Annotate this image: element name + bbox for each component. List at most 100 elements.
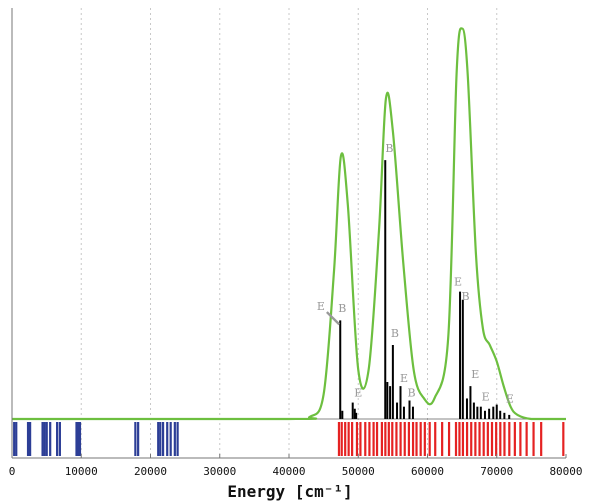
low-energy-transition-mark [75,422,78,456]
peak-label: B [391,327,399,340]
peak-label: E [471,368,479,381]
high-energy-transition-mark [403,422,406,456]
high-energy-transition-mark [513,422,516,456]
high-energy-transition-mark [344,422,347,456]
low-energy-transition-mark [173,422,176,456]
low-energy-transition-mark [159,422,162,456]
low-energy-transition-mark [41,422,44,456]
low-energy-transition-mark [49,422,52,456]
high-energy-transition-mark [395,422,398,456]
high-energy-transition-mark [340,422,343,456]
x-tick-label: 20000 [134,465,167,478]
high-energy-transition-mark [486,422,489,456]
high-energy-transition-mark [384,422,387,456]
high-energy-transition-mark [458,422,461,456]
high-energy-transition-mark [347,422,350,456]
high-energy-transition-mark [351,422,354,456]
high-energy-transition-mark [503,422,506,456]
peak-label: E [506,393,514,406]
low-energy-transition-mark [166,422,169,456]
grid-lines [80,8,498,458]
high-energy-transition-mark [419,422,422,456]
x-tick-label: 0 [9,465,16,478]
x-tick-label: 80000 [549,465,582,478]
high-energy-transition-mark [540,422,543,456]
high-energy-transition-mark [532,422,535,456]
high-energy-transition-mark [465,422,469,456]
low-energy-transition-mark [56,422,59,456]
high-energy-transition-mark [375,422,379,456]
high-energy-transition-mark [461,422,465,456]
high-energy-transition-mark [423,422,426,456]
low-energy-transition-mark [43,422,46,456]
high-energy-transition-mark [415,422,418,456]
high-energy-transition-mark [474,422,477,456]
low-energy-transition-mark [13,422,16,456]
low-energy-transition-mark [78,422,82,456]
high-energy-transition-mark [482,422,485,456]
x-tick-label: 30000 [203,465,236,478]
peak-label: B [385,142,393,155]
peak-label: B [462,290,470,303]
peak-label: E [482,391,490,404]
high-energy-transition-mark [399,422,402,456]
low-energy-transition-mark [157,422,160,456]
low-energy-transition-mark [58,422,61,456]
peak-label: E [317,300,325,313]
high-energy-transition-mark [495,422,498,456]
low-energy-transition-mark [26,422,30,456]
high-energy-transition-mark [355,422,359,456]
high-energy-transition-mark [441,422,444,456]
high-energy-transition-mark [454,422,458,456]
x-tick-label: 50000 [342,465,375,478]
high-energy-transition-mark [499,422,502,456]
high-energy-transition-mark [519,422,522,456]
high-energy-transition-mark [447,422,451,456]
low-energy-transition-mark [15,422,18,456]
x-tick-labels: 0 10000 20000 30000 40000 50000 60000 70000 8000… [9,465,583,478]
high-energy-transition-mark [391,422,394,456]
high-energy-transition-mark [359,422,362,456]
peak-label: E [400,372,408,385]
peak-label: B [408,386,416,399]
x-tick-label: 70000 [480,465,513,478]
low-energy-transition-mark [77,422,80,456]
envelope-curve [12,27,566,421]
low-energy-transition-mark [29,422,32,456]
x-axis-label: Energy [cm⁻¹] [227,482,352,501]
label-leader-line [326,311,341,326]
low-energy-transition-mark [169,422,172,456]
high-energy-transition-mark [387,422,390,456]
low-energy-transition-mark [134,422,137,456]
high-energy-transition-mark [434,422,437,456]
x-tick-label: 10000 [65,465,98,478]
high-energy-transition-mark [525,422,528,456]
high-energy-transition-mark [380,422,383,456]
high-energy-transition-mark [562,422,565,456]
peak-label: B [338,302,346,315]
low-energy-transition-mark [45,422,48,456]
high-energy-transition-mark [428,422,431,456]
peak-label: E [354,386,362,399]
high-energy-transition-mark [470,422,473,456]
x-tick-label: 60000 [411,465,444,478]
transition-rugs [13,422,565,456]
high-energy-transition-mark [368,422,371,456]
high-energy-transition-mark [478,422,481,456]
high-energy-transition-mark [372,422,375,456]
axes [11,8,567,459]
high-energy-transition-mark [337,422,341,456]
low-energy-transition-mark [161,422,165,456]
high-energy-transition-mark [411,422,415,456]
peak-label: E [454,275,462,288]
high-energy-transition-mark [508,422,511,456]
high-energy-transition-mark [407,422,411,456]
high-energy-transition-mark [490,422,494,456]
high-energy-transition-mark [364,422,367,456]
low-energy-transition-mark [137,422,140,456]
low-energy-transition-mark [176,422,179,456]
x-tick-label: 40000 [272,465,305,478]
